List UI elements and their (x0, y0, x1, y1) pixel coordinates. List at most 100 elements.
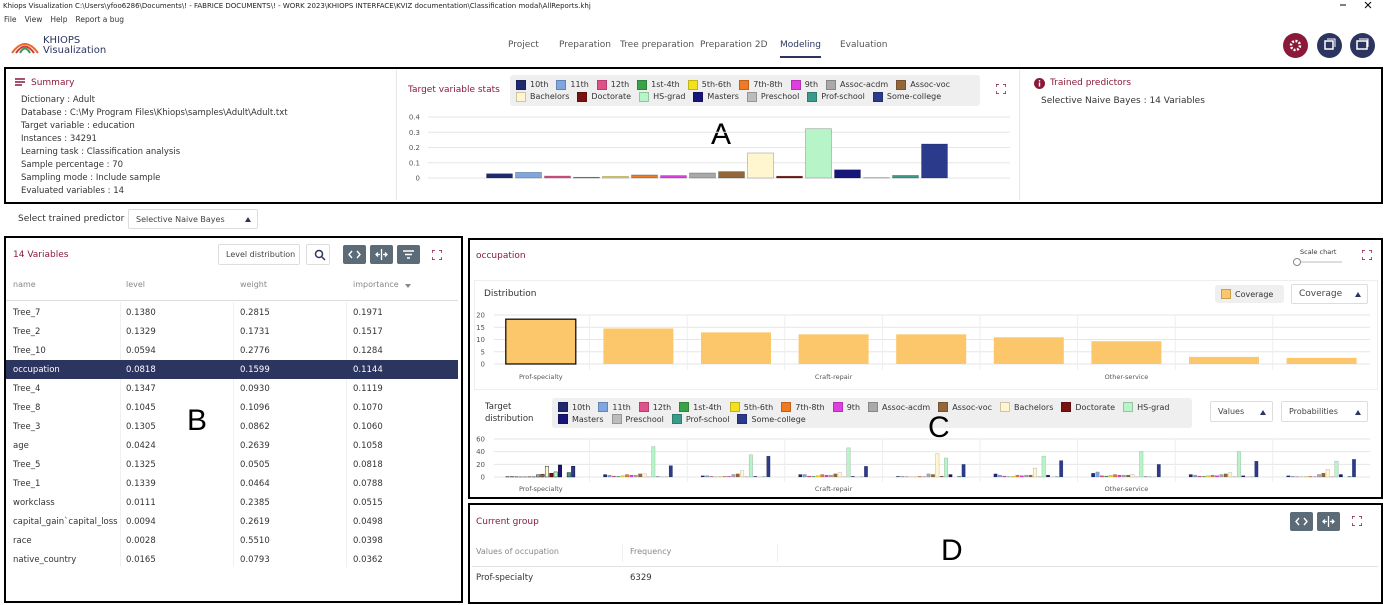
table-row[interactable]: Tree_10 0.0594 0.2776 0.1284 (6, 341, 458, 360)
sort-arrow (405, 284, 411, 288)
column-header[interactable]: level (126, 280, 146, 289)
table-row[interactable]: workclass 0.0111 0.2385 0.0515 (6, 493, 458, 512)
expand-icon[interactable] (996, 84, 1006, 94)
legend-label: Masters (707, 92, 739, 101)
minimize[interactable] (1339, 1, 1347, 12)
legend: 10th 11th 12th 1st-4th 5th-6th 7th-8th 9th Asso… (510, 75, 980, 106)
table-row[interactable]: Tree_7 0.1380 0.2815 0.1971 (6, 303, 458, 322)
legend-label: Some-college (751, 414, 806, 424)
filter-button[interactable] (397, 245, 420, 264)
expand-icon[interactable] (432, 250, 442, 260)
column-header[interactable]: Frequency (630, 547, 672, 556)
table-row[interactable]: Tree_5 0.1325 0.0505 0.0818 (6, 455, 458, 474)
column-header[interactable]: Values of occupation (476, 547, 559, 556)
legend-item: 12th (596, 79, 630, 91)
dropdown-value: Coverage (1299, 289, 1343, 299)
expand-icon[interactable] (1362, 250, 1372, 260)
scale-slider[interactable] (1292, 257, 1344, 267)
occupation-panel (468, 238, 1383, 499)
table-cell: Tree_7 (13, 308, 41, 318)
legend-item: 9th (832, 401, 860, 413)
table-row[interactable]: race 0.0028 0.5510 0.0398 (6, 531, 458, 550)
legend-swatch (737, 414, 748, 424)
legend-swatch (781, 402, 792, 412)
legend-swatch (868, 402, 879, 412)
table-row[interactable]: age 0.0424 0.2639 0.1058 (6, 436, 458, 455)
tab[interactable]: Evaluation (840, 40, 888, 50)
tab[interactable]: Tree preparation (620, 40, 695, 50)
table-row[interactable]: Tree_4 0.1347 0.0930 0.1119 (6, 379, 458, 398)
table-cell: Tree_3 (13, 422, 41, 432)
expand-columns-button[interactable] (370, 245, 393, 264)
legend-label: 1st-4th (651, 80, 680, 89)
collapse-button[interactable] (1290, 512, 1313, 531)
column-header[interactable]: name (13, 280, 36, 289)
menu-item[interactable]: View (24, 15, 43, 24)
coverage-dropdown[interactable]: Coverage (1291, 284, 1368, 304)
table-cell: 0.1284 (353, 346, 383, 356)
dropdown-value: Values (1218, 407, 1245, 416)
table-cell: 0.1305 (126, 422, 156, 432)
table-cell: 0.0818 (353, 460, 383, 470)
legend-swatch (558, 414, 568, 424)
summary-line: Sampling mode : Include sample (21, 173, 161, 183)
legend-item: Preschool (746, 91, 799, 103)
dropdown-arrow (1355, 409, 1361, 415)
table-row[interactable]: Tree_3 0.1305 0.0862 0.1060 (6, 417, 458, 436)
dropdown-arrow (1260, 409, 1266, 415)
expand-columns-button[interactable] (1317, 512, 1340, 531)
legend-swatch (872, 91, 883, 102)
button-label: Level distribution (226, 250, 296, 259)
legend-item: 9th (790, 79, 818, 91)
menu-item[interactable]: Report a bug (75, 15, 124, 24)
table-cell: 0.2776 (240, 346, 270, 356)
tab[interactable]: Preparation 2D (700, 40, 768, 50)
table-cell: 0.0818 (126, 365, 156, 375)
table-cell: 0.2619 (240, 517, 270, 527)
table-cell: 0.1971 (353, 308, 383, 318)
legend-swatch (671, 414, 682, 424)
column-header[interactable]: importance (353, 280, 399, 289)
table-cell: workclass (13, 498, 55, 508)
dropdown-arrow (245, 217, 251, 222)
legend-item: 10th (558, 401, 590, 413)
legend-label: 11th (570, 80, 589, 89)
table-cell: 0.0594 (126, 346, 156, 356)
dropdown-arrow (1355, 292, 1361, 297)
settings-button[interactable] (1283, 33, 1308, 58)
close[interactable] (1364, 1, 1372, 12)
table-row[interactable]: native_country 0.0165 0.0793 0.0362 (6, 550, 458, 569)
table-row[interactable]: Tree_1 0.1339 0.0464 0.0788 (6, 474, 458, 493)
table-cell: 0.0165 (126, 555, 156, 565)
column-header[interactable]: weight (240, 280, 267, 289)
column-divider (777, 544, 778, 562)
screenshot-button[interactable] (1350, 33, 1375, 58)
legend-label: 7th-8th (795, 402, 825, 412)
table-cell: 0.0498 (353, 517, 383, 527)
probabilities-dropdown[interactable]: Probabilities (1281, 401, 1368, 422)
values-dropdown[interactable]: Values (1210, 401, 1273, 422)
collapse-button[interactable] (343, 245, 366, 264)
tab[interactable]: Preparation (559, 40, 611, 50)
table-row[interactable]: occupation 0.0818 0.1599 0.1144 (6, 360, 458, 379)
table-row[interactable]: Tree_2 0.1329 0.1731 0.1517 (6, 322, 458, 341)
legend-label: 11th (612, 402, 631, 412)
summary-icon (15, 78, 25, 86)
icon (1322, 516, 1335, 527)
search-button[interactable] (306, 244, 330, 265)
legend-label: 12th (610, 80, 630, 89)
predictor-dropdown[interactable]: Selective Naive Bayes (128, 209, 258, 229)
legend-label: 5th-6th (701, 80, 732, 89)
tab[interactable]: Project (508, 40, 539, 50)
tab[interactable]: Modeling (780, 40, 821, 58)
copy-button[interactable] (1317, 33, 1342, 58)
column-divider (233, 302, 234, 567)
level-distribution-button[interactable]: Level distribution (218, 244, 300, 265)
menu-item[interactable]: Help (50, 15, 68, 24)
legend-item: Doctorate (1061, 401, 1115, 413)
table-row[interactable]: capital_gain`capital_loss 0.0094 0.2619 0.0… (6, 512, 458, 531)
expand-icon[interactable] (1352, 516, 1362, 526)
table-row[interactable]: Tree_8 0.1045 0.1096 0.1070 (6, 398, 458, 417)
menu-item[interactable]: File (4, 15, 17, 24)
logo-name: KHIOPS (43, 35, 81, 46)
